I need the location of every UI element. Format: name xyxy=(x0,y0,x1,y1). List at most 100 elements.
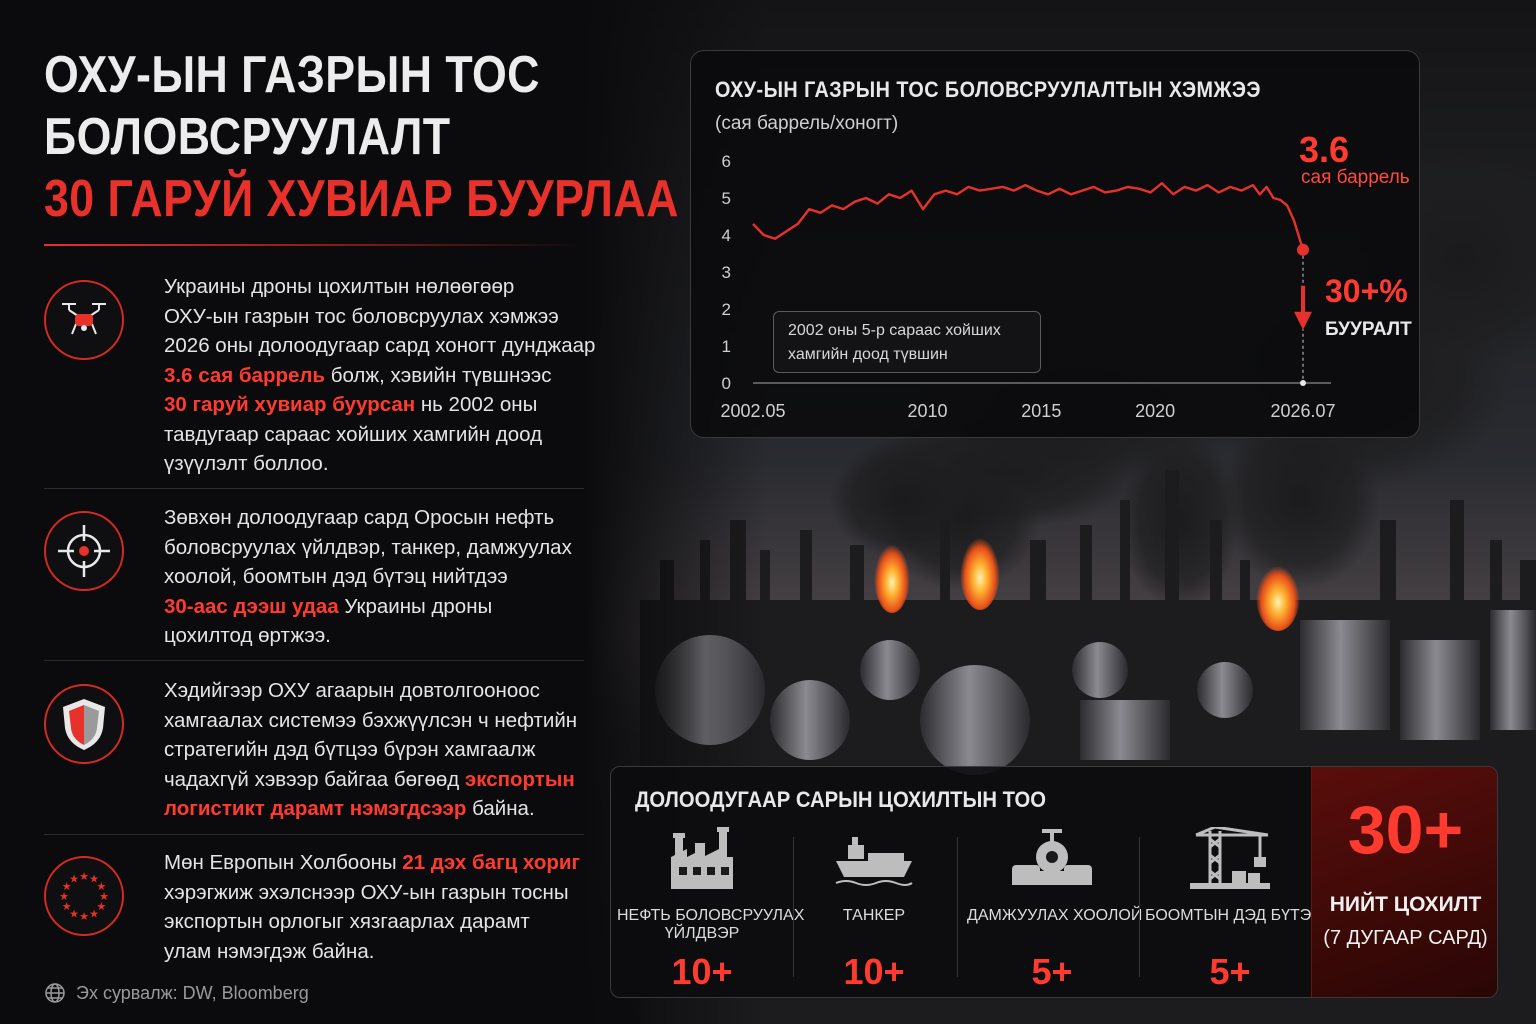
crosshair-icon xyxy=(44,511,124,591)
text-line: Хэдийгээр ОХУ агаарын довтолгооноос xyxy=(164,679,540,702)
stat-value: 10+ xyxy=(671,951,733,992)
stat-port: БООМТЫН ДЭД БҮТЭЦ 5+ xyxy=(1145,825,1324,992)
text-line: боловсруулах үйлдвэр, танкер, дамжуулах xyxy=(164,535,572,559)
stat-label: ДАМЖУУЛАХ ХООЛОЙ xyxy=(967,907,1143,924)
divider xyxy=(793,837,794,977)
port-crane-icon xyxy=(1188,825,1272,898)
eu-stars-icon: ★ ★ ★ ★ ★ ★ ★ ★ ★ ★ ★ ★ xyxy=(44,856,124,936)
chart-subtitle: (сая баррель/хоногт) xyxy=(715,113,899,134)
drone-icon xyxy=(44,280,124,360)
eu-star: ★ xyxy=(89,907,99,920)
y-tick-label: 4 xyxy=(722,226,731,245)
headline-line-1: ОХУ-ЫН ГАЗРЫН ТОС xyxy=(44,46,540,104)
refinery-icon xyxy=(667,827,737,898)
eu-star: ★ xyxy=(62,880,72,893)
eu-star: ★ xyxy=(69,873,79,886)
info-item-text: Мөн Европын Холбооны 21 дэх багц хориг хэ… xyxy=(164,848,594,966)
refining-volume-chart: ОХУ-ЫН ГАЗРЫН ТОС БОЛОВСРУУЛАЛТЫН ХЭМЖЭЭ… xyxy=(690,50,1420,438)
eu-star: ★ xyxy=(96,880,106,893)
stat-value: 5+ xyxy=(1209,951,1251,992)
text-line: 30-аас дээш удаа Украины дроны xyxy=(164,594,493,618)
x-tick-label: 2015 xyxy=(1021,401,1061,421)
stat-label: ТАНКЕР xyxy=(842,907,906,924)
y-tick-label: 3 xyxy=(722,263,731,282)
eu-star: ★ xyxy=(89,873,99,886)
info-item-eu-sanctions: ★ ★ ★ ★ ★ ★ ★ ★ ★ ★ ★ ★ Мөн Европын Холбооны 21 дэх… xyxy=(44,848,584,978)
x-tick-label: 2020 xyxy=(1135,401,1175,421)
text-line: Мөн Европын Холбооны 21 дэх багц хориг xyxy=(164,851,581,874)
total-attacks-value: 30+ xyxy=(1347,792,1464,868)
shield-icon xyxy=(44,684,124,764)
chart-plot: 0 1 2 3 4 5 6 2002.05 2010 2015 2020 2026.07 xyxy=(720,152,1335,421)
globe-icon xyxy=(45,983,65,1003)
last-value-unit: сая баррель xyxy=(1301,167,1410,188)
last-value-label: 3.6 xyxy=(1299,129,1350,170)
text-line: тавдугаар сараас хойших хамгийн доод xyxy=(164,422,543,446)
info-item-text: Украины дроны цохилтын нөлөөгөөр ОХУ-ын г… xyxy=(164,272,596,479)
text-line: хэрэгжиж эхэлснээр ОХУ-ын газрын тосны xyxy=(164,880,569,904)
text-line: чадахгүй хэвээр байгаа бөгөөд экспортын xyxy=(164,767,575,791)
total-attacks-label: НИЙТ ЦОХИЛТ xyxy=(1329,893,1482,916)
drop-label: БУУРАЛТ xyxy=(1325,319,1412,340)
x-axis-end-dot xyxy=(1300,380,1306,386)
headline: ОХУ-ЫН ГАЗРЫН ТОС БОЛОВСРУУЛАЛТ 30 ГАРУЙ… xyxy=(44,44,684,230)
y-tick-label: 1 xyxy=(722,337,731,356)
stat-value: 10+ xyxy=(843,951,905,992)
divider xyxy=(957,837,958,977)
stat-tanker: ТАНКЕР 10+ xyxy=(789,827,959,992)
stats-title: ДОЛООДУГААР САРЫН ЦОХИЛТЫН ТОО xyxy=(635,787,1046,812)
last-point xyxy=(1297,243,1309,256)
text-line: 3.6 сая баррель болж, хэвийн түвшнээс xyxy=(164,363,552,387)
info-item-drone: Украины дроны цохилтын нөлөөгөөр ОХУ-ын г… xyxy=(44,272,595,482)
july-attacks-panel: ДОЛООДУГААР САРЫН ЦОХИЛТЫН ТОО НЕФТЬ БОЛ… xyxy=(610,766,1498,998)
series-line xyxy=(752,181,1305,251)
stat-value: 5+ xyxy=(1031,951,1073,992)
x-tick-label: 2002.05 xyxy=(720,401,785,421)
tanker-icon xyxy=(834,827,914,894)
text-line: Украины дроны цохилтын нөлөөгөөр xyxy=(164,275,515,298)
source-note: Эх сурвалж: DW, Bloomberg xyxy=(44,982,309,1004)
text-line: экспортын орлогыг хязгаарлах дарамт xyxy=(164,910,530,933)
chart-annotation: 2002 оны 5-р сараас хойших хамгийн доод … xyxy=(773,311,1041,373)
y-tick-label: 2 xyxy=(722,300,731,319)
drop-percent-label: 30+% xyxy=(1325,273,1408,309)
text-line: хоолой, боомтын дэд бүтэц нийтдээ xyxy=(164,565,508,588)
stat-pipeline: ДАМЖУУЛАХ ХООЛОЙ 5+ xyxy=(967,827,1143,992)
source-text: Эх сурвалж: DW, Bloomberg xyxy=(76,982,309,1003)
stat-refinery: НЕФТЬ БОЛОВСРУУЛАХ ҮЙЛДВЭР 10+ xyxy=(617,827,805,992)
text-line: 2026 оны долоодугаар сард хоногт дунджаа… xyxy=(164,334,596,357)
text-line: Зөвхөн долоодугаар сард Оросын нефть xyxy=(164,506,555,529)
pipeline-icon xyxy=(1012,827,1092,898)
text-line: үзүүлэлт боллоо. xyxy=(164,452,329,475)
text-line: хамгаалах системээ бэхжүүлсэн ч нефтийн xyxy=(164,708,578,732)
headline-line-2: БОЛОВСРУУЛАЛТ xyxy=(44,108,451,166)
text-line: ОХУ-ын газрын тос боловсруулах хэмжээ xyxy=(164,304,559,328)
divider xyxy=(44,488,584,489)
eu-star: ★ xyxy=(69,907,79,920)
y-tick-label: 0 xyxy=(722,374,731,393)
info-item-text: Хэдийгээр ОХУ агаарын довтолгооноос хамга… xyxy=(164,676,594,824)
annotation-line-2: хамгийн доод түвшин xyxy=(788,346,948,363)
stat-label: НЕФТЬ БОЛОВСРУУЛАХ ҮЙЛДВЭР xyxy=(617,907,805,942)
eu-star: ★ xyxy=(79,910,89,923)
eu-star: ★ xyxy=(96,900,106,913)
info-item-defense: Хэдийгээр ОХУ агаарын довтолгооноос хамга… xyxy=(44,676,584,826)
divider xyxy=(44,834,584,835)
eu-star: ★ xyxy=(59,890,69,903)
y-tick-label: 5 xyxy=(722,189,731,208)
text-line: логистикт дарамт нэмэгдсээр байна. xyxy=(164,797,535,820)
info-item-text: Зөвхөн долоодугаар сард Оросын нефть боло… xyxy=(164,503,594,651)
x-tick-label: 2026.07 xyxy=(1270,401,1335,421)
divider xyxy=(1139,837,1140,977)
chart-title: ОХУ-ЫН ГАЗРЫН ТОС БОЛОВСРУУЛАЛТЫН ХЭМЖЭЭ xyxy=(715,77,1261,102)
stat-label: БООМТЫН ДЭД БҮТЭЦ xyxy=(1145,907,1324,924)
x-tick-label: 2010 xyxy=(908,401,948,421)
eu-star: ★ xyxy=(79,870,89,883)
text-line: стратегийн дэд бүтцээ бүрэн хамгаалж xyxy=(164,738,536,761)
text-line: 30 гаруй хувиар буурсан нь 2002 оны xyxy=(164,393,538,416)
text-line: улам нэмэгдэж байна. xyxy=(164,939,375,963)
text-line: цохилтод өртжээ. xyxy=(164,624,331,647)
headline-underline xyxy=(44,244,584,246)
info-item-attacks: Зөвхөн долоодугаар сард Оросын нефть боло… xyxy=(44,503,584,653)
y-tick-label: 6 xyxy=(722,152,731,171)
